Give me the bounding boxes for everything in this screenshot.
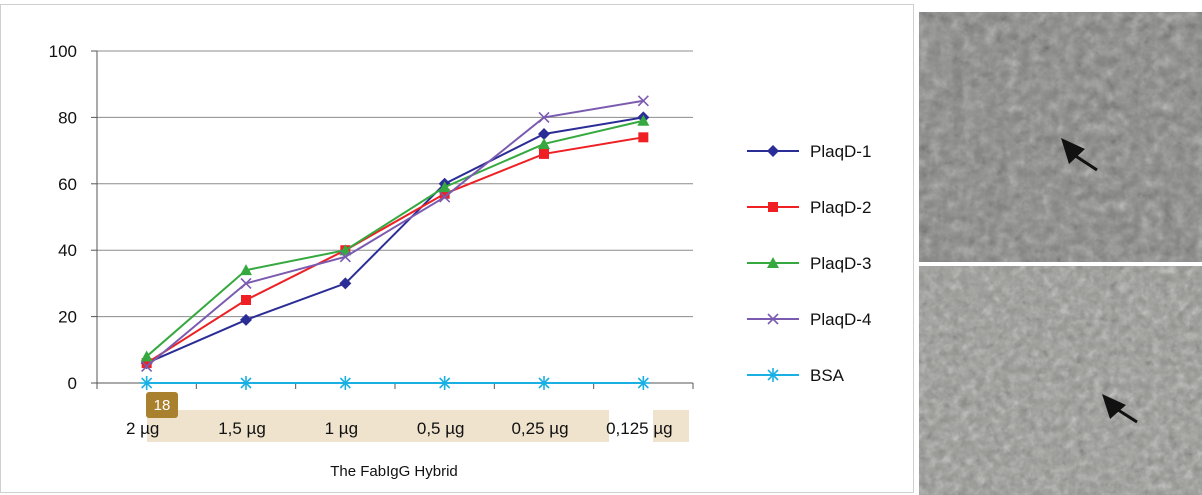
page-badge: 18 (146, 392, 178, 418)
gridlines (97, 50, 693, 318)
legend-marker (767, 257, 779, 268)
y-tick-labels: 0 20 40 60 80 100 (49, 42, 77, 393)
data-point (141, 360, 153, 372)
legend-label: PlaqD-1 (810, 142, 871, 161)
legend-label: PlaqD-2 (810, 198, 871, 217)
line-chart: 0 20 40 60 80 100 2 µg 1,5 µg 1 µg 0,5 µg 0,25 µg… (49, 42, 872, 480)
data-point (538, 128, 550, 140)
data-point (439, 191, 451, 203)
arrow-icon (1102, 394, 1138, 424)
legend: PlaqD-1 PlaqD-2 PlaqD-3 PlaqD-4 BSA (747, 142, 871, 385)
legend-item: PlaqD-3 (747, 254, 871, 273)
data-point (538, 137, 550, 149)
x-category-label: 1,5 µg (218, 419, 266, 438)
series-line (146, 119, 644, 358)
series-bsa (139, 376, 651, 390)
x-category-label: 0,25 µg (511, 419, 568, 438)
series-lines (139, 95, 651, 390)
y-tick-label: 80 (58, 108, 77, 127)
category-band (147, 410, 609, 442)
data-point (638, 132, 649, 143)
data-point (438, 181, 451, 193)
series-plaqd-3 (140, 114, 650, 362)
legend-item: PlaqD-2 (747, 198, 871, 217)
legend-marker (767, 313, 779, 325)
x-axis-title: The FabIgG Hybrid (330, 463, 458, 480)
data-point (539, 148, 549, 159)
series-plaqd-4 (141, 95, 649, 372)
data-point (636, 376, 651, 390)
x-category-label: 2 µg (126, 419, 159, 438)
legend-marker (766, 368, 780, 382)
data-point (241, 295, 251, 305)
legend-label: PlaqD-4 (810, 310, 871, 329)
data-point (439, 188, 450, 199)
x-category-label: 0,5 µg (417, 419, 465, 438)
y-tick-label: 0 (68, 374, 77, 393)
series-line (146, 99, 644, 368)
data-point (239, 376, 253, 390)
micrograph-top (919, 12, 1202, 262)
data-point (240, 277, 252, 289)
legend-item: PlaqD-1 (747, 142, 871, 161)
data-point (339, 244, 352, 256)
micrograph-bottom (919, 266, 1202, 495)
y-tick-label: 60 (58, 175, 77, 194)
data-point (339, 277, 352, 290)
data-point (141, 358, 152, 369)
data-point (538, 111, 550, 123)
category-band (653, 410, 689, 442)
data-point (139, 376, 154, 390)
legend-marker (768, 202, 778, 212)
legend-label: PlaqD-3 (810, 254, 871, 273)
data-point (339, 251, 351, 263)
legend-item: BSA (747, 366, 845, 385)
x-category-label: 1 µg (325, 419, 358, 438)
data-point (240, 313, 252, 326)
legend-label: BSA (810, 366, 845, 385)
data-point (637, 114, 650, 126)
data-point (240, 264, 252, 276)
legend-marker (767, 145, 779, 157)
x-category-label: 0,125 µg (606, 419, 673, 438)
data-point (537, 376, 551, 390)
legend-item: PlaqD-4 (747, 310, 871, 329)
arrow-icon (1061, 138, 1098, 172)
data-point (437, 376, 452, 390)
series-line (146, 116, 644, 364)
data-point (637, 95, 649, 107)
data-point (140, 350, 153, 362)
y-tick-label: 40 (58, 241, 77, 260)
y-tick-label: 100 (49, 42, 77, 61)
category-label-bands (147, 410, 689, 442)
data-point (338, 376, 353, 390)
x-category-labels: 2 µg 1,5 µg 1 µg 0,5 µg 0,25 µg 0,125 µg (126, 419, 673, 438)
chart-frame: 0 20 40 60 80 100 2 µg 1,5 µg 1 µg 0,5 µg 0,25 µg… (0, 4, 914, 493)
series-line (146, 136, 644, 364)
y-tick-label: 20 (58, 308, 77, 327)
